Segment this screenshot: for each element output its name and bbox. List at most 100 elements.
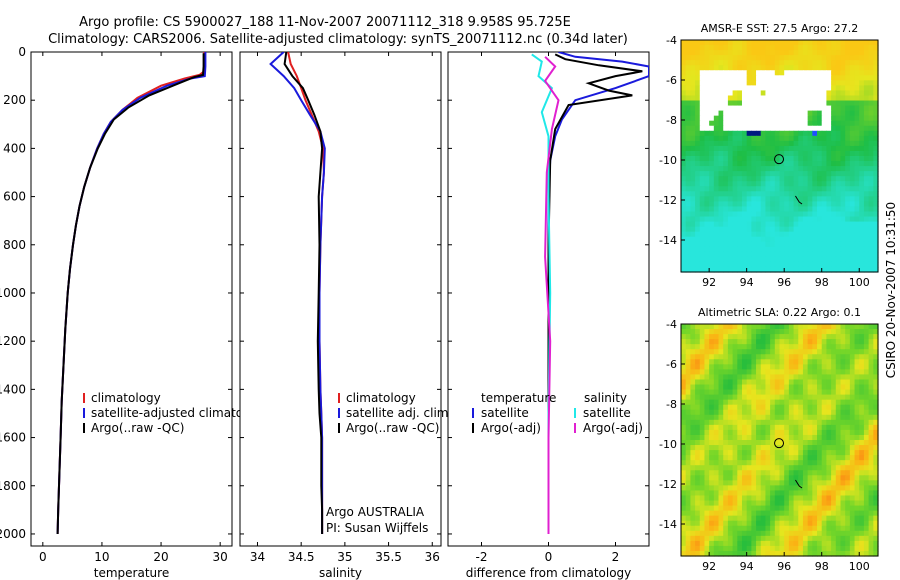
sst-map-cell	[849, 241, 856, 248]
sst-map-cell	[826, 120, 832, 127]
sla-map-cell	[826, 404, 832, 411]
sla-map-cell	[699, 414, 706, 421]
sla-map-cell	[849, 470, 856, 476]
sla-map-cell	[840, 434, 846, 441]
sla-map-cell	[817, 329, 823, 335]
sst-map-cell	[756, 85, 762, 92]
sla-map-cell	[723, 394, 729, 401]
sst-map-cell	[718, 261, 724, 268]
sla-map-cell	[685, 450, 691, 456]
sst-map-cell	[695, 156, 701, 162]
sla-map-cell	[854, 550, 860, 557]
sla-map-cell	[784, 455, 790, 461]
sla-map-cell	[760, 359, 767, 365]
sla-map-cell	[845, 480, 851, 486]
sla-map-cell	[741, 394, 748, 401]
sla-map-cell	[770, 530, 776, 537]
sst-map-cell	[741, 60, 748, 66]
sst-map-cell	[784, 191, 790, 197]
sst-map-cell	[713, 105, 720, 112]
sst-map-cell	[746, 171, 752, 177]
sla-map-cell	[770, 369, 776, 376]
sla-map-cell	[831, 475, 837, 481]
sst-map-cell	[695, 196, 701, 202]
sla-map-cell	[863, 324, 870, 330]
sla-map-cell	[713, 535, 720, 542]
sst-map-cell	[732, 135, 738, 142]
sla-map-cell	[849, 465, 856, 471]
sst-map-cell	[854, 226, 860, 233]
sla-map-cell	[713, 324, 720, 330]
sst-map-cell	[756, 130, 762, 137]
sst-map-cell	[718, 156, 724, 162]
sla-map-cell	[746, 540, 752, 547]
sst-map-cell	[788, 181, 795, 187]
sst-map-cell	[826, 60, 832, 66]
sst-map-cell	[765, 206, 771, 213]
sst-map-cell	[817, 145, 823, 152]
sla-map-cell	[868, 500, 874, 507]
sst-map-cell	[723, 120, 729, 127]
sla-map-cell	[709, 470, 715, 476]
sla-map-cell	[695, 384, 701, 391]
sst-map-cell	[812, 211, 818, 218]
sst-map-cell	[741, 65, 748, 71]
sst-map-cell	[737, 226, 743, 233]
sst-map-cell	[699, 211, 706, 218]
sst-map-cell	[784, 50, 790, 56]
sla-map-cell	[817, 495, 823, 502]
sst-map-cell	[732, 140, 738, 147]
sst-map-cell	[751, 135, 757, 142]
sla-map-cell	[718, 490, 724, 497]
sst-map-cell	[699, 140, 706, 147]
sla-map-cell	[863, 434, 870, 441]
sla-map-cell	[859, 455, 865, 461]
sla-map-cell	[863, 465, 870, 471]
sst-map-cell	[845, 256, 851, 263]
sst-map-cell	[704, 261, 710, 268]
sst-map-cell	[765, 40, 771, 46]
sst-map-cell	[737, 60, 743, 66]
sla-map-cell	[760, 404, 767, 411]
sla-map-cell	[765, 475, 771, 481]
sst-map-cell	[737, 65, 743, 71]
sla-map-cell	[760, 520, 767, 527]
sst-map-cell	[845, 156, 851, 162]
sla-map-cell	[746, 369, 752, 376]
sla-map-cell	[690, 540, 696, 547]
sst-map-cell	[854, 140, 860, 147]
sst-map-cell	[821, 261, 827, 268]
sst-map-cell	[760, 256, 767, 263]
sst-map-cell	[840, 241, 846, 248]
sst-map-cell	[802, 171, 809, 177]
sst-map-cell	[807, 216, 813, 223]
sst-map-cell	[770, 150, 776, 157]
sst-map-cell	[868, 75, 874, 81]
sla-map-cell	[699, 374, 706, 381]
sst-map-cell	[835, 201, 842, 208]
sst-map-cell	[859, 251, 865, 258]
sla-map-cell	[681, 354, 687, 360]
sla-map-cell	[718, 409, 724, 416]
sst-map-cell	[826, 85, 832, 92]
temperature-ytick-label: 0	[18, 45, 26, 59]
sla-map-cell	[770, 404, 776, 411]
sla-map-cell	[685, 329, 691, 335]
sst-map-cell	[826, 221, 832, 228]
sla-map-cell	[760, 374, 767, 381]
sla-map-cell	[770, 465, 776, 471]
sst-map-cell	[713, 140, 720, 147]
sla-map-cell	[835, 515, 842, 522]
sla-map-cell	[741, 369, 748, 376]
sla-map-cell	[840, 399, 846, 406]
sst-map-cell	[788, 45, 795, 51]
sst-map-cell	[802, 65, 809, 71]
sst-map-cell	[831, 90, 837, 97]
sst-map-cell	[817, 196, 823, 202]
sla-map-cell	[868, 445, 874, 451]
sst-map-cell	[873, 60, 879, 66]
sst-map-cell	[765, 266, 771, 273]
sst-map-cell	[807, 110, 813, 117]
sla-map-cell	[709, 409, 715, 416]
sla-map-cell	[732, 480, 738, 486]
